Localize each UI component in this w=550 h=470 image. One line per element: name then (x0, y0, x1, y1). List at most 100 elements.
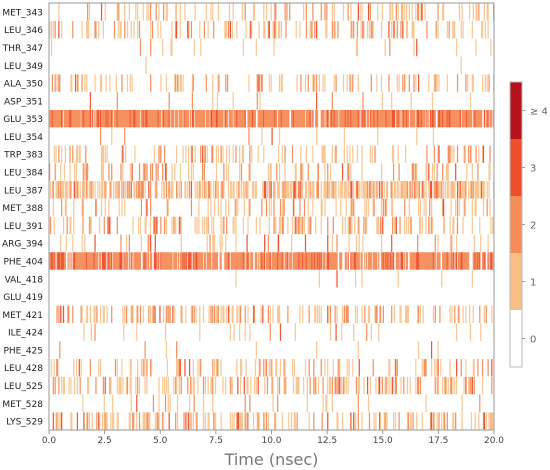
contact-cell (451, 305, 453, 324)
contact-cell (449, 145, 451, 163)
contact-cell (453, 216, 455, 235)
contact-cell (74, 252, 77, 270)
contact-cell (465, 359, 467, 377)
contact-cell (432, 252, 435, 270)
contact-cell (416, 109, 418, 128)
contact-cell (218, 109, 220, 128)
contact-cell (262, 109, 264, 128)
contact-cell (341, 181, 344, 199)
contact-cell (134, 252, 136, 270)
contact-cell (274, 109, 276, 128)
contact-cell (62, 376, 65, 395)
contact-cell (156, 181, 158, 199)
contact-cell (333, 181, 335, 199)
contact-cell (415, 252, 417, 270)
contact-cell (344, 252, 346, 270)
contact-cell (354, 109, 356, 128)
contact-cell (316, 109, 318, 128)
contact-cell (88, 181, 91, 199)
contact-cell (293, 252, 295, 270)
contact-cell (253, 109, 256, 128)
contact-cell (413, 38, 415, 57)
contact-cell (50, 38, 53, 57)
contact-cell (481, 181, 483, 199)
contact-cell (425, 181, 427, 199)
contact-cell (249, 163, 251, 181)
contact-cell (195, 252, 197, 270)
contact-cell (214, 181, 217, 199)
contact-cell (157, 20, 159, 39)
contact-cell (67, 109, 69, 128)
contact-cell (305, 3, 308, 21)
contact-cell (327, 163, 329, 181)
contact-cell (368, 252, 371, 270)
contact-cell (475, 198, 477, 217)
contact-cell (193, 38, 195, 57)
contact-cell (459, 181, 461, 199)
contact-cell (76, 74, 79, 92)
contact-cell (485, 412, 487, 430)
contact-cell (213, 109, 215, 128)
contact-cell (491, 109, 493, 128)
contact-cell (363, 216, 365, 235)
contact-cell (341, 109, 344, 128)
contact-cell (388, 109, 390, 128)
contact-cell (192, 74, 194, 92)
contact-cell (267, 234, 270, 252)
contact-cell (335, 74, 337, 92)
contact-cell (158, 252, 160, 270)
contact-cell (266, 252, 269, 270)
contact-cell (269, 109, 271, 128)
contact-cell (215, 109, 218, 128)
contact-cell (336, 252, 338, 270)
contact-cell (135, 376, 137, 395)
contact-cell (133, 181, 135, 199)
contact-cell (248, 127, 250, 146)
contact-cell (148, 305, 150, 324)
contact-cell (193, 394, 195, 413)
contact-cell (82, 163, 84, 181)
contact-cell (220, 181, 222, 199)
contact-cell (320, 3, 322, 21)
contact-cell (462, 20, 464, 39)
contact-cell (410, 216, 412, 235)
contact-cell (449, 181, 451, 199)
contact-cell (155, 252, 157, 270)
contact-cell (469, 109, 472, 128)
contact-cell (383, 412, 385, 430)
contact-cell (255, 216, 257, 235)
heatmap-row-leu-346 (49, 20, 489, 39)
contact-cell (347, 3, 349, 21)
contact-cell (348, 359, 350, 377)
contact-cell (365, 181, 367, 199)
contact-cell (170, 109, 172, 128)
contact-cell (314, 252, 316, 270)
contact-cell (244, 3, 246, 21)
contact-cell (121, 109, 123, 128)
contact-cell (246, 376, 248, 395)
contact-cell (342, 3, 345, 21)
contact-cell (293, 198, 295, 217)
contact-cell (81, 305, 83, 324)
contact-cell (481, 74, 484, 92)
contact-cell (408, 198, 410, 217)
contact-cell (232, 145, 234, 163)
contact-cell (367, 252, 370, 270)
contact-cell (331, 20, 333, 39)
contact-cell (263, 3, 265, 21)
contact-cell (100, 109, 103, 128)
contact-cell (405, 145, 407, 163)
contact-cell (256, 412, 258, 430)
contact-cell (84, 109, 86, 128)
contact-cell (150, 305, 152, 324)
contact-cell (213, 412, 215, 430)
contact-cell (288, 181, 290, 199)
contact-cell (75, 163, 78, 181)
contact-cell (417, 109, 420, 128)
contact-cell (236, 181, 238, 199)
contact-cell (345, 198, 347, 217)
contact-cell (330, 109, 333, 128)
contact-cell (159, 109, 161, 128)
contact-cell (452, 20, 454, 39)
